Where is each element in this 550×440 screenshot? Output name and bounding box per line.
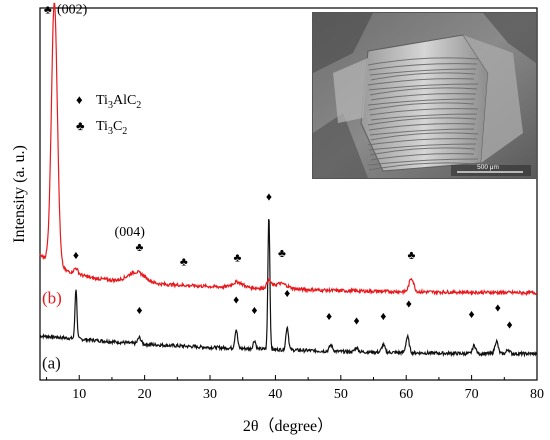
- sem-layer-line: [367, 158, 479, 166]
- peak-marker-ti3c2: ♣: [135, 240, 143, 254]
- peak-annotation: (004): [115, 225, 146, 240]
- peak-marker-ti3c2: ♣: [408, 248, 416, 262]
- peak-marker-ti3alc2: ♦: [380, 309, 386, 323]
- sem-image: 500 μm: [313, 13, 536, 178]
- markers-layer: ♣ ♣ ♣ ♣ ♣ ♣ ♦ ♦ ♦ ♦ ♦ ♦ ♦ ♦ ♦ ♦ ♦ ♦ ♦: [44, 3, 513, 332]
- x-tick-label: 10: [72, 387, 86, 402]
- sem-layer-line: [367, 98, 476, 106]
- sem-layer-line: [370, 72, 476, 81]
- sem-layer-line: [369, 108, 479, 116]
- legend-symbol-diamond: ♦: [76, 92, 83, 107]
- scale-bar-label: 500 μm: [477, 164, 499, 171]
- peak-marker-ti3c2: ♣: [278, 246, 286, 260]
- sem-layer-line: [368, 123, 476, 131]
- x-tick-label: 40: [268, 387, 282, 402]
- legend-entry-ti3c2: ♣ Ti3C2: [76, 118, 127, 137]
- series-label: (b): [42, 288, 62, 307]
- sem-layer-line: [370, 113, 478, 121]
- sem-layer-line: [368, 102, 475, 111]
- peak-marker-ti3alc2: ♦: [469, 307, 475, 321]
- y-axis-label: Intensity (a. u.): [11, 145, 28, 243]
- peak-marker-ti3alc2: ♦: [136, 303, 142, 317]
- sem-layer-line: [368, 63, 478, 71]
- sem-layer-line: [368, 83, 479, 91]
- peak-marker-ti3alc2: ♦: [326, 309, 332, 323]
- sem-layer-line: [369, 68, 477, 76]
- legend-label-ti3c2: Ti3C2: [96, 119, 127, 137]
- sem-layer-line: [370, 132, 479, 141]
- sem-layer-line: [368, 143, 477, 151]
- peak-marker-ti3alc2: ♦: [233, 292, 239, 306]
- peak-marker-ti3alc2: ♦: [406, 297, 412, 311]
- sem-micrograph-inset: 500 μm: [312, 12, 537, 179]
- sem-layer-line: [369, 87, 478, 96]
- peak-marker-ti3alc2: ♦: [73, 248, 79, 262]
- peak-annotation: (002): [57, 3, 88, 18]
- sem-layer-line: [367, 57, 479, 66]
- series-line-a: [39, 218, 538, 358]
- x-tick-label: 50: [334, 387, 348, 402]
- peak-marker-ti3c2: ♣: [234, 250, 242, 264]
- peak-marker-ti3alc2: ♦: [495, 301, 501, 315]
- series-layer: [39, 2, 538, 358]
- peak-marker-ti3c2: ♣: [44, 3, 52, 17]
- sem-layer-line: [367, 78, 475, 86]
- sem-layer-line: [370, 153, 475, 161]
- peak-marker-ti3alc2: ♦: [284, 286, 290, 300]
- sem-layer-line: [369, 147, 476, 156]
- legend-entry-ti3alc2: ♦ Ti3AlC2: [76, 92, 141, 111]
- labels-layer: (002) (004) (b) (a): [42, 3, 145, 373]
- sem-layer-line: [367, 138, 478, 146]
- legend-label-ti3alc2: Ti3AlC2: [96, 93, 141, 111]
- legend: ♦ Ti3AlC2 ♣ Ti3C2: [76, 92, 141, 137]
- series-line-b: [39, 2, 538, 297]
- x-tick-label: 70: [465, 387, 479, 402]
- peak-marker-ti3alc2: ♦: [353, 313, 359, 327]
- peak-marker-ti3alc2: ♦: [266, 189, 272, 203]
- legend-symbol-club: ♣: [76, 118, 85, 133]
- x-tick-label: 60: [399, 387, 413, 402]
- ticks-layer: 10 20 30 40 50 60 70 80: [46, 375, 544, 402]
- sem-layer-line: [369, 128, 475, 136]
- sem-layer-line: [368, 162, 478, 171]
- x-tick-label: 20: [138, 387, 152, 402]
- x-tick-label: 30: [203, 387, 217, 402]
- series-label: (a): [42, 353, 61, 372]
- x-tick-label: 80: [530, 387, 544, 402]
- peak-marker-ti3alc2: ♦: [251, 303, 257, 317]
- x-axis-label: 2θ（degree）: [243, 417, 333, 435]
- peak-marker-ti3alc2: ♦: [506, 318, 512, 332]
- sem-layer-line: [370, 93, 477, 101]
- peak-marker-ti3c2: ♣: [180, 255, 188, 269]
- sem-layer-line: [367, 117, 477, 126]
